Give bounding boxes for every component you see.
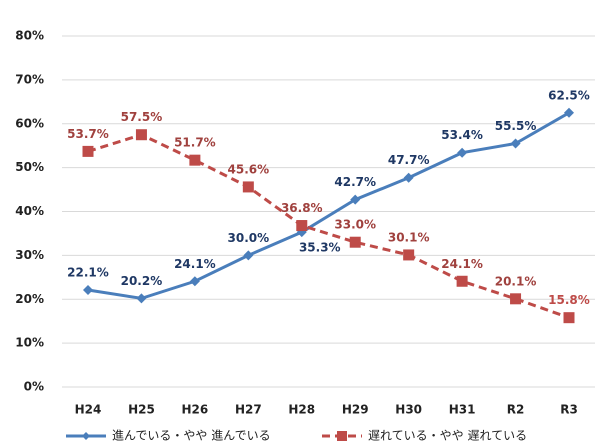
marker: [296, 220, 308, 232]
x-tick-label: H27: [235, 403, 262, 417]
legend-marker: [337, 431, 347, 441]
series-line: [87, 111, 570, 300]
data-label: 24.1%: [174, 257, 216, 271]
x-tick-label: H30: [395, 403, 422, 417]
x-tick-label: H26: [182, 403, 209, 417]
x-tick-label: R3: [560, 403, 578, 417]
y-tick-label: 30%: [15, 248, 44, 262]
legend-label: 進んでいる・やや 進んでいる: [112, 429, 271, 443]
x-tick-label: H24: [75, 403, 102, 417]
data-label: 53.4%: [441, 128, 483, 142]
y-tick-label: 80%: [15, 29, 44, 43]
legend-label: 遅れている・やや 遅れている: [368, 429, 527, 443]
data-label: 62.5%: [548, 88, 590, 102]
x-tick-label: H31: [449, 403, 476, 417]
marker: [510, 138, 521, 149]
marker: [135, 129, 147, 141]
series-line: [87, 133, 570, 320]
y-tick-label: 70%: [15, 72, 44, 86]
data-label: 57.5%: [121, 110, 163, 124]
marker: [350, 194, 361, 205]
marker: [189, 154, 201, 166]
marker: [457, 147, 468, 158]
marker: [243, 250, 254, 261]
marker: [82, 145, 94, 157]
x-tick-label: R2: [507, 403, 525, 417]
data-label: 35.3%: [299, 241, 341, 255]
data-label: 47.7%: [388, 153, 430, 167]
data-label: 20.1%: [495, 274, 537, 288]
y-tick-label: 40%: [15, 204, 44, 218]
data-label: 36.8%: [281, 201, 323, 215]
x-tick-label: H28: [288, 403, 315, 417]
marker: [83, 285, 93, 296]
y-tick-label: 0%: [24, 380, 44, 394]
y-tick-label: 50%: [15, 160, 44, 174]
marker: [189, 276, 200, 287]
data-label: 30.1%: [388, 230, 430, 244]
data-label: 33.0%: [334, 218, 376, 232]
x-tick-label: H29: [342, 403, 369, 417]
y-tick-label: 10%: [15, 336, 44, 350]
data-label: 55.5%: [495, 119, 537, 133]
data-label: 20.2%: [121, 274, 163, 288]
x-tick-label: H25: [128, 403, 155, 417]
data-label: 15.8%: [548, 293, 590, 307]
marker: [242, 181, 254, 193]
marker: [456, 275, 468, 287]
marker: [403, 172, 414, 183]
marker: [563, 312, 575, 324]
data-label: 45.6%: [228, 162, 270, 176]
data-label: 30.0%: [228, 231, 270, 245]
marker: [349, 236, 361, 248]
data-label: 42.7%: [334, 175, 376, 189]
marker: [136, 293, 147, 304]
marker: [403, 249, 415, 261]
data-label: 51.7%: [174, 136, 216, 150]
legend-marker: [82, 432, 90, 440]
marker: [564, 107, 574, 118]
data-label: 24.1%: [441, 257, 483, 271]
marker: [510, 293, 522, 305]
data-label: 53.7%: [67, 127, 109, 141]
y-tick-label: 60%: [15, 116, 44, 130]
y-tick-label: 20%: [15, 292, 44, 306]
data-label: 22.1%: [67, 266, 109, 280]
